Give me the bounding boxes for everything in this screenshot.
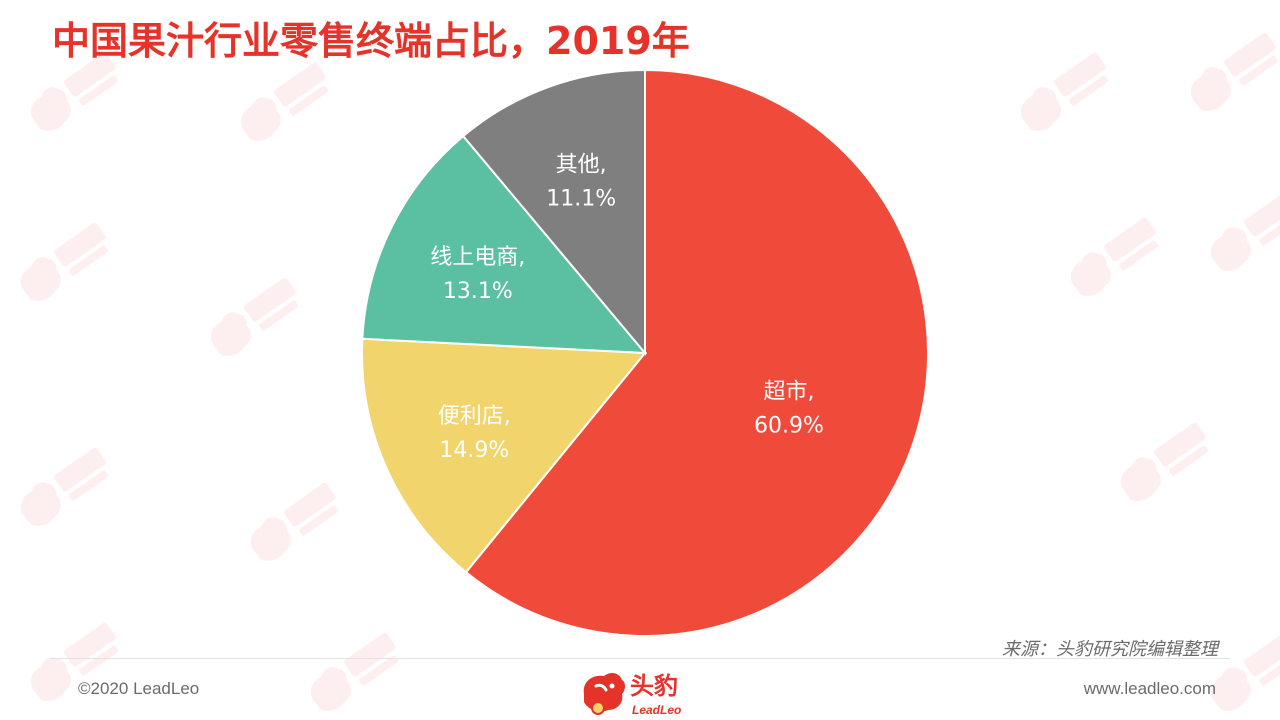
leopard-head-icon [583, 673, 625, 715]
website-url: www.leadleo.com [1083, 679, 1216, 698]
logo-name-en: LeadLeo [632, 703, 681, 717]
slice-value-label: 60.9% [754, 413, 824, 438]
logo-name-cn: 头豹 [630, 672, 678, 700]
slice-category-label: 超市, [763, 379, 814, 404]
slice-category-label: 便利店, [438, 404, 511, 429]
slice-label-超市: 超市, 60.9% [754, 379, 824, 438]
pie-slices [361, 68, 930, 637]
slice-label-便利店: 便利店, 14.9% [438, 404, 511, 463]
leadleo-logo: 头豹 LeadLeo [578, 664, 708, 720]
slice-label-线上电商: 线上电商, 13.1% [430, 245, 525, 304]
pie-labels: 超市, 60.9% 便利店, 14.9% 线上电商, 13.1% 其他, 11.1% [430, 152, 824, 462]
source-note: 来源：头豹研究院编辑整理 [1002, 639, 1218, 660]
copyright-text: ©2020 LeadLeo [78, 679, 200, 698]
slice-category-label: 其他, [556, 152, 607, 177]
slice-value-label: 11.1% [546, 186, 616, 211]
pie-slice-其他 [461, 68, 646, 356]
slice-category-label: 线上电商, [430, 245, 525, 270]
slice-value-label: 13.1% [443, 279, 513, 304]
pie-slice-超市 [464, 68, 930, 637]
footer-divider [50, 658, 1230, 659]
pie-slice-线上电商 [361, 134, 648, 355]
pie-slice-便利店 [361, 337, 648, 574]
slice-label-其他: 其他, 11.1% [546, 152, 616, 211]
chart-title: 中国果汁行业零售终端占比，2019年 [52, 19, 690, 63]
slice-value-label: 14.9% [439, 438, 509, 463]
